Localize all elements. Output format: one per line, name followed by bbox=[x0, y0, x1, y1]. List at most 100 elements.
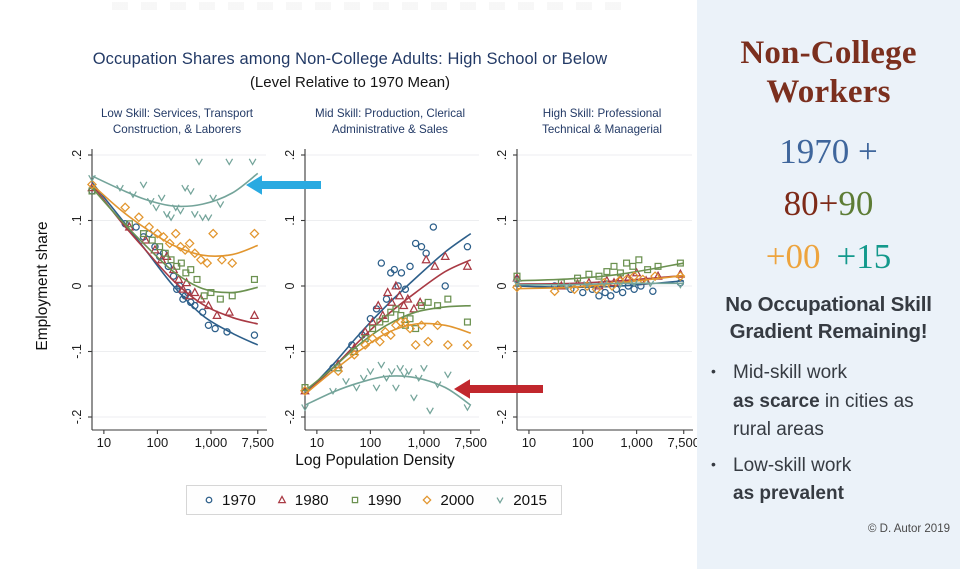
y-tick-label: -.1 bbox=[70, 344, 84, 359]
series-2015-mid-skill bbox=[301, 361, 472, 415]
legend-label: 1970 bbox=[222, 491, 256, 509]
series-2000-mid-skill bbox=[300, 317, 473, 396]
sidebar-heading-line: No Occupational Skill bbox=[725, 293, 932, 317]
bullet-line: rural areas bbox=[733, 419, 824, 441]
x-tick-label: 1,000 bbox=[195, 435, 228, 450]
decade-2000: +00 bbox=[765, 236, 821, 276]
panel-header-line: Technical & Managerial bbox=[542, 122, 662, 136]
decade-1990: 90 bbox=[838, 184, 874, 224]
x-tick-label: 10 bbox=[310, 435, 324, 450]
panel-mid-skill: .2 .1 0 -.1 -.2 10 100 1,000 7,500 bbox=[283, 149, 487, 450]
x-tick-label: 100 bbox=[360, 435, 382, 450]
y-tick-label: .2 bbox=[495, 150, 509, 160]
red-arrow bbox=[454, 379, 543, 399]
x-tick-label: 1,000 bbox=[620, 435, 653, 450]
y-tick-label: -.2 bbox=[495, 410, 509, 425]
bullet-dot: • bbox=[711, 455, 716, 472]
series-1970-mid-skill bbox=[301, 223, 472, 395]
legend-item-2000: 2000 bbox=[419, 492, 474, 509]
sidebar-bullet-list: • Mid-skill work as scarce in cities as … bbox=[697, 359, 960, 509]
series-1990-mid-skill bbox=[301, 295, 471, 392]
series-1990-low-skill bbox=[88, 187, 258, 303]
square-marker-icon bbox=[351, 496, 358, 504]
panel-header-line: High Skill: Professional bbox=[542, 107, 662, 120]
chart-subtitle: (Level Relative to 1970 Mean) bbox=[249, 74, 451, 91]
sidebar: Non-College Workers 1970 + 80+90 +00 +15 … bbox=[697, 0, 960, 569]
y-tick-label: 0 bbox=[495, 282, 509, 289]
bullet-text: Low-skill work as prevalent bbox=[733, 452, 851, 509]
legend-label: 2000 bbox=[440, 491, 475, 509]
panel-header-high-skill: High Skill: Professional Technical & Man… bbox=[492, 106, 712, 138]
decade-1980: 80+ bbox=[783, 184, 839, 224]
x-axis-label: Log Population Density bbox=[295, 452, 455, 469]
decade-row: 1970 + bbox=[697, 126, 960, 179]
y-axis-label: Employment share bbox=[34, 221, 51, 350]
legend-label: 1990 bbox=[367, 491, 402, 509]
y-tick-label: .2 bbox=[70, 150, 84, 160]
decade-row: +00 +15 bbox=[697, 231, 960, 284]
panel-header-line: Administrative & Sales bbox=[332, 122, 448, 136]
chart-title: Occupation Shares among Non-College Adul… bbox=[92, 50, 608, 68]
y-tick-label: .2 bbox=[283, 150, 297, 160]
panel-high-skill: .2 .1 0 -.1 -.2 10 100 1,000 7,500 bbox=[495, 149, 697, 450]
y-tick-label: .1 bbox=[70, 215, 84, 225]
y-tick-label: .1 bbox=[283, 215, 297, 225]
decade-1970: 1970 + bbox=[779, 131, 878, 171]
x-tick-label: 100 bbox=[572, 435, 594, 450]
decade-list: 1970 + 80+90 +00 +15 bbox=[697, 126, 960, 284]
cyan-arrow bbox=[246, 175, 321, 195]
y-tick-label: -.1 bbox=[283, 344, 297, 359]
chart-canvas: .2.10-.1-.210 100 1,000 7,500.2.10-.1-.210 1… bbox=[34, 149, 697, 450]
bullet-low-skill: • Low-skill work as prevalent bbox=[711, 452, 954, 509]
panel-header-line: Low Skill: Services, Transport bbox=[100, 107, 254, 120]
diamond-marker-icon bbox=[422, 495, 432, 505]
x-tick-label: 10 bbox=[522, 435, 536, 450]
series-2015-high-skill bbox=[513, 279, 685, 291]
x-tick-label: 10 bbox=[97, 435, 111, 450]
legend-item-1990: 1990 bbox=[347, 491, 402, 509]
legend-label: 2015 bbox=[513, 491, 547, 509]
circle-marker-icon bbox=[205, 496, 213, 504]
bullet-line: as scarce in cities as bbox=[733, 390, 914, 412]
sidebar-title: Non-College Workers bbox=[697, 34, 960, 112]
y-tick-label: -.2 bbox=[70, 410, 84, 425]
copyright: © D. Autor 2019 bbox=[868, 523, 950, 535]
bullet-line: Mid-skill work bbox=[733, 362, 847, 384]
y-tick-label: -.2 bbox=[283, 410, 297, 425]
x-tick-label: 7,500 bbox=[454, 435, 487, 450]
panel-header-low-skill: Low Skill: Services, Transport Construct… bbox=[67, 106, 287, 138]
panel-header-line: Construction, & Laborers bbox=[112, 122, 242, 136]
panel-low-skill: .2 .1 0 -.1 -.2 10 100 1,000 7,500 bbox=[70, 149, 274, 450]
decade-2015: +15 bbox=[836, 236, 892, 276]
decade-row: 80+90 bbox=[697, 178, 960, 231]
x-tick-label: 100 bbox=[147, 435, 169, 450]
y-tick-label: -.1 bbox=[495, 344, 509, 359]
sidebar-title-line: Non-College bbox=[740, 35, 917, 71]
series-2000-low-skill bbox=[87, 179, 260, 269]
chart-legend: 1970 1980 1990 2000 2015 bbox=[186, 485, 562, 515]
bullet-dot: • bbox=[711, 363, 716, 380]
x-tick-label: 7,500 bbox=[241, 435, 274, 450]
bullet-line: as prevalent bbox=[733, 483, 844, 505]
y-tick-label: 0 bbox=[70, 282, 84, 289]
triangle-marker-icon bbox=[277, 495, 287, 504]
bullet-text: Mid-skill work as scarce in cities as ru… bbox=[733, 359, 914, 445]
y-tick-label: .1 bbox=[495, 215, 509, 225]
bullet-line: Low-skill work bbox=[733, 454, 852, 476]
legend-item-1970: 1970 bbox=[201, 492, 256, 509]
legend-label: 1980 bbox=[294, 491, 329, 509]
panel-header-mid-skill: Mid Skill: Production, Clerical Administ… bbox=[280, 106, 500, 138]
x-tick-label: 7,500 bbox=[667, 435, 697, 450]
sidebar-heading: No Occupational Skill Gradient Remaining… bbox=[697, 291, 960, 345]
sidebar-heading-line: Gradient Remaining! bbox=[729, 320, 928, 344]
vee-marker-icon bbox=[496, 497, 504, 504]
sidebar-title-line: Workers bbox=[766, 73, 891, 110]
series-2015-low-skill bbox=[88, 158, 259, 222]
bullet-mid-skill: • Mid-skill work as scarce in cities as … bbox=[711, 359, 954, 445]
legend-item-2015: 2015 bbox=[492, 492, 547, 509]
x-tick-label: 1,000 bbox=[408, 435, 441, 450]
legend-item-1980: 1980 bbox=[274, 492, 329, 509]
y-tick-label: 0 bbox=[283, 282, 297, 289]
cropped-text-remnant bbox=[112, 2, 632, 10]
